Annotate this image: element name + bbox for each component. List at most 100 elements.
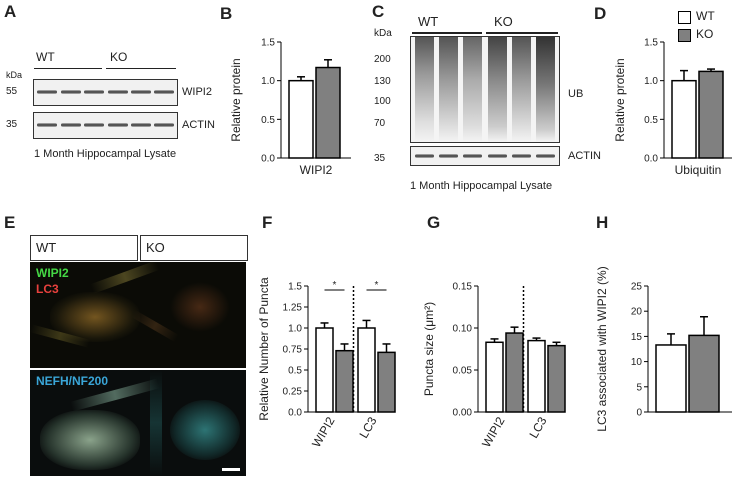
blot-a-ko-label: KO <box>110 50 128 64</box>
chart-h-y-tick-label: 15 <box>631 332 643 343</box>
chart-d-bar-wt <box>671 79 697 159</box>
chart-h-y-tick-label: 5 <box>636 382 642 393</box>
chart-f-y-tick-label: 0.5 <box>288 366 302 377</box>
chart-g-category-label: LC3 <box>526 414 549 440</box>
chart-d-y-tick-label: 1.0 <box>644 76 658 87</box>
chart-b-bar-ko <box>315 66 341 159</box>
chart-d-category-label: Ubiquitin <box>675 163 722 177</box>
chart-f-y-tick-label: 1.5 <box>288 282 302 293</box>
chart-f-category-label: LC3 <box>356 414 379 440</box>
micro-e-ko-label: KO <box>146 240 165 255</box>
blot-c-marker-130: 130 <box>374 76 391 87</box>
micro-e-scale-bar <box>222 468 240 471</box>
chart-d-y-label: Relative protein <box>613 58 627 141</box>
blot-a-kda: kDa <box>6 70 23 80</box>
chart-h-y-tick-label: 25 <box>631 282 643 293</box>
chart-g-y-tick-label: 0.15 <box>453 282 473 293</box>
micro-e-wt-header <box>30 235 138 261</box>
blot-c-marker-100: 100 <box>374 96 391 107</box>
blot-a-marker-55: 55 <box>6 86 18 97</box>
chart-f-sig-star: * <box>333 280 337 291</box>
blot-a-wt-bar <box>34 68 102 69</box>
micro-e-lc3-label: LC3 <box>36 282 59 296</box>
chart-d-y-tick-label: 1.5 <box>644 38 658 49</box>
blot-c-ko-bar <box>486 32 558 34</box>
chart-g-category-label: WIPI2 <box>479 414 508 450</box>
chart-b-y-tick-label: 0.5 <box>261 115 275 126</box>
chart-f-y-tick-label: 0.25 <box>283 387 303 398</box>
blot-c-wt-bar <box>412 32 482 34</box>
blot-c-marker-35: 35 <box>374 153 386 164</box>
chart-g-bar-ko <box>505 332 524 413</box>
blot-a-ko-bar <box>106 68 176 69</box>
legend-wt-label: WT <box>696 9 715 23</box>
chart-g-bar-ko <box>547 344 566 413</box>
chart-f-category-label: WIPI2 <box>309 414 338 450</box>
chart-g-y-tick-label: 0.10 <box>453 324 473 335</box>
chart-b-y-tick-label: 0.0 <box>261 154 275 165</box>
micro-e-wipi2-lc3-image <box>30 262 246 368</box>
chart-g-bar-wt <box>527 339 546 413</box>
blot-a-wt-label: WT <box>36 50 55 64</box>
chart-f-y-tick-label: 1.0 <box>288 324 302 335</box>
legend-ko-label: KO <box>696 27 714 41</box>
chart-h-y-label: LC3 associated with WIPI2 (%) <box>595 266 609 431</box>
chart-f-bar-wt <box>315 327 334 413</box>
chart-h-y-tick-label: 0 <box>636 408 642 419</box>
blot-a-marker-35: 35 <box>6 119 18 130</box>
chart-f-y-tick-label: 1.25 <box>283 303 303 314</box>
chart-b-category-label: WIPI2 <box>300 163 333 177</box>
panel-label-a: A <box>4 2 17 21</box>
chart-d-bar-ko <box>698 70 724 159</box>
blot-a-caption: 1 Month Hippocampal Lysate <box>34 148 177 160</box>
blot-c-ub-strip <box>410 36 560 143</box>
blot-c-wt-label: WT <box>418 14 439 29</box>
panel-label-f: F <box>262 213 273 232</box>
chart-f-y-tick-label: 0.0 <box>288 408 302 419</box>
chart-b-y-tick-label: 1.5 <box>261 38 275 49</box>
chart-g-y-tick-label: 0.00 <box>453 408 473 419</box>
chart-f-sig-star: * <box>375 280 379 291</box>
blot-a-actin-label: ACTIN <box>182 119 215 131</box>
blot-a-wipi2-label: WIPI2 <box>182 86 212 98</box>
panel-label-c: C <box>372 2 385 21</box>
chart-g-bar-wt <box>485 341 504 413</box>
chart-h-bar-ko <box>688 334 720 413</box>
chart-f-bar-ko <box>335 349 354 413</box>
micro-e-wipi2-label: WIPI2 <box>36 266 69 280</box>
blot-c-marker-70: 70 <box>374 118 386 129</box>
blot-a-wipi2-strip <box>33 79 178 106</box>
chart-f-bar-ko <box>377 351 396 413</box>
chart-g-y-tick-label: 0.05 <box>453 366 473 377</box>
micro-e-wt-label: WT <box>36 240 57 255</box>
blot-c-actin-label: ACTIN <box>568 150 601 162</box>
chart-d-y-tick-label: 0.5 <box>644 115 658 126</box>
chart-f-y-tick-label: 0.75 <box>283 345 303 356</box>
blot-c-ko-label: KO <box>494 14 513 29</box>
chart-h-y-tick-label: 20 <box>631 307 643 318</box>
chart-d-y-tick-label: 0.0 <box>644 154 658 165</box>
legend-ko-swatch <box>678 29 691 42</box>
micro-e-nefh-label: NEFH/NF200 <box>36 374 109 388</box>
blot-c-caption: 1 Month Hippocampal Lysate <box>410 180 553 192</box>
panel-label-b: B <box>220 4 233 23</box>
blot-c-ub-label: UB <box>568 88 584 100</box>
chart-h-y-tick-label: 10 <box>631 357 643 368</box>
legend-wt-swatch <box>678 11 691 24</box>
panel-label-e: E <box>4 213 16 232</box>
chart-h-bar-wt <box>655 344 687 413</box>
blot-c-kda: kDa <box>374 28 392 39</box>
chart-b-y-tick-label: 1.0 <box>261 76 275 87</box>
chart-b-y-label: Relative protein <box>229 58 243 141</box>
blot-c-marker-200: 200 <box>374 54 391 65</box>
panel-label-h: H <box>596 213 609 232</box>
chart-g-y-label: Puncta size (μm²) <box>422 302 436 396</box>
chart-b-bar-wt <box>288 79 314 159</box>
micro-e-nefh-image <box>30 370 246 476</box>
panel-label-d: D <box>594 4 607 23</box>
blot-c-actin-strip <box>410 146 560 166</box>
blot-a-actin-strip <box>33 112 178 139</box>
chart-f-bar-wt <box>357 327 376 413</box>
